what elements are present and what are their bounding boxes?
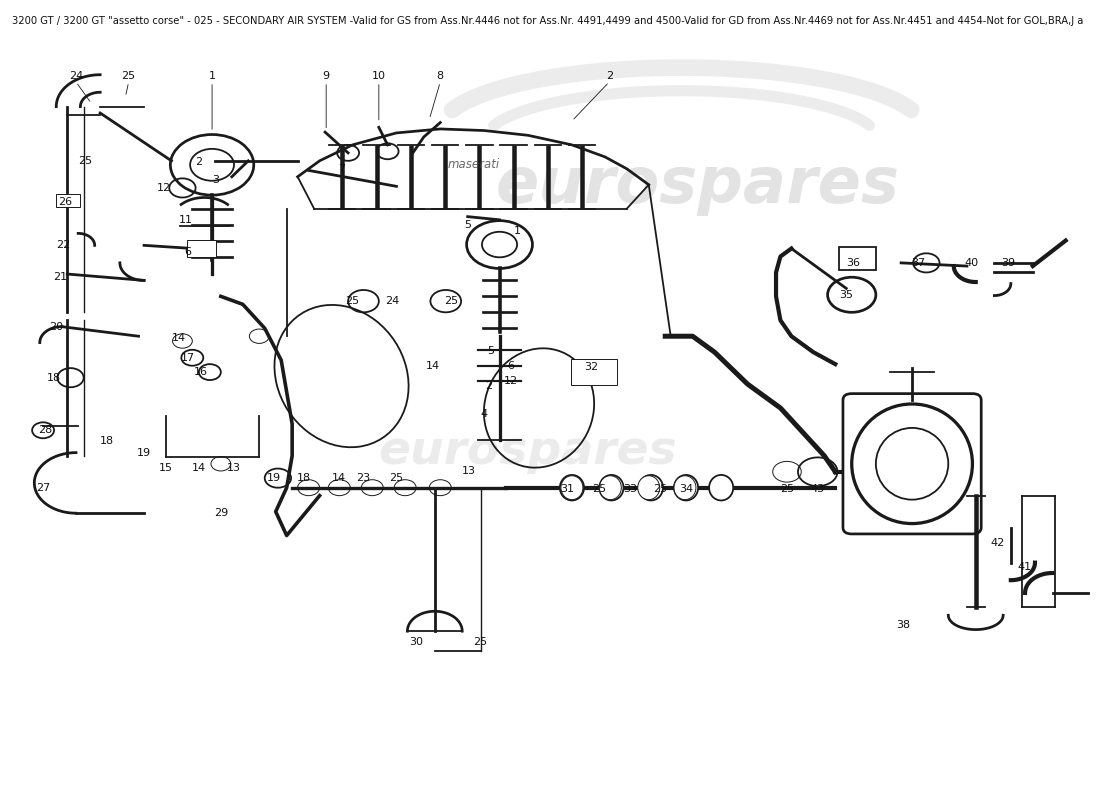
Text: 42: 42	[990, 538, 1004, 549]
Text: 3200 GT / 3200 GT "assetto corse" - 025 - SECONDARY AIR SYSTEM -Valid for GS fro: 3200 GT / 3200 GT "assetto corse" - 025 …	[12, 16, 1083, 26]
Text: 40: 40	[965, 258, 978, 268]
Ellipse shape	[851, 404, 972, 523]
FancyBboxPatch shape	[571, 359, 617, 385]
Text: 35: 35	[839, 290, 854, 300]
Text: 1: 1	[209, 71, 216, 82]
Text: 22: 22	[56, 240, 70, 250]
Text: 33: 33	[623, 484, 637, 494]
Text: 16: 16	[194, 367, 208, 377]
Text: 37: 37	[912, 258, 926, 268]
Text: 5: 5	[487, 346, 494, 355]
Ellipse shape	[674, 475, 698, 501]
Text: 43: 43	[811, 484, 825, 494]
Text: 10: 10	[372, 71, 386, 82]
Text: 4: 4	[481, 409, 487, 418]
Text: 8: 8	[437, 71, 443, 82]
Text: 13: 13	[462, 466, 476, 476]
Text: 31: 31	[561, 484, 574, 494]
Ellipse shape	[710, 475, 734, 501]
Text: 25: 25	[389, 473, 404, 483]
Text: 6: 6	[507, 361, 514, 370]
Text: 9: 9	[322, 71, 330, 82]
Ellipse shape	[560, 475, 584, 501]
Text: 19: 19	[138, 448, 151, 458]
Text: 2: 2	[606, 71, 613, 82]
Text: 41: 41	[1016, 562, 1031, 573]
Text: 15: 15	[160, 462, 173, 473]
Text: 36: 36	[846, 258, 860, 268]
Text: 29: 29	[213, 508, 228, 518]
Text: 2: 2	[485, 382, 492, 391]
Text: 38: 38	[896, 620, 911, 630]
Text: 14: 14	[172, 333, 186, 343]
Text: 18: 18	[297, 473, 311, 483]
Text: 24: 24	[385, 296, 399, 306]
Text: 3: 3	[212, 175, 219, 185]
Text: 25: 25	[592, 484, 606, 494]
Text: 1: 1	[514, 226, 520, 236]
Text: eurospares: eurospares	[378, 430, 678, 474]
Text: 21: 21	[54, 272, 68, 282]
Text: 20: 20	[50, 322, 64, 332]
Text: 23: 23	[356, 473, 371, 483]
FancyBboxPatch shape	[56, 194, 80, 207]
Text: 25: 25	[652, 484, 667, 494]
Text: 25: 25	[345, 296, 360, 306]
FancyBboxPatch shape	[187, 240, 217, 258]
Text: 24: 24	[69, 71, 84, 82]
Text: 18: 18	[100, 437, 113, 446]
Ellipse shape	[561, 476, 583, 500]
Text: 2: 2	[196, 158, 202, 167]
Ellipse shape	[674, 476, 696, 500]
Text: 25: 25	[78, 156, 91, 166]
Text: 27: 27	[36, 482, 51, 493]
Text: 14: 14	[426, 361, 440, 370]
Ellipse shape	[600, 476, 621, 500]
Text: 18: 18	[47, 373, 62, 382]
Text: 14: 14	[191, 462, 206, 473]
Text: 13: 13	[227, 462, 241, 473]
Text: eurospares: eurospares	[496, 154, 900, 216]
Text: 32: 32	[584, 362, 598, 371]
FancyBboxPatch shape	[838, 247, 876, 270]
Ellipse shape	[876, 428, 948, 500]
Text: 25: 25	[444, 296, 459, 306]
Text: 26: 26	[58, 198, 73, 207]
Text: 6: 6	[185, 246, 191, 257]
Ellipse shape	[600, 475, 624, 501]
Text: maserati: maserati	[447, 158, 499, 171]
Text: 5: 5	[464, 220, 471, 230]
Text: 34: 34	[679, 484, 693, 494]
Text: 11: 11	[178, 215, 192, 225]
Ellipse shape	[639, 475, 663, 501]
Text: 25: 25	[780, 484, 794, 494]
Text: 19: 19	[266, 473, 280, 483]
Text: 14: 14	[332, 473, 346, 483]
FancyBboxPatch shape	[843, 394, 981, 534]
Ellipse shape	[638, 476, 660, 500]
Text: 7: 7	[338, 164, 345, 174]
Text: 12: 12	[504, 376, 518, 386]
Text: 28: 28	[39, 426, 53, 435]
Text: 17: 17	[180, 353, 195, 362]
Text: 30: 30	[409, 638, 424, 647]
Text: 25: 25	[473, 638, 487, 647]
Text: 25: 25	[122, 71, 135, 82]
Text: 39: 39	[1002, 258, 1015, 268]
Text: 12: 12	[156, 183, 170, 193]
